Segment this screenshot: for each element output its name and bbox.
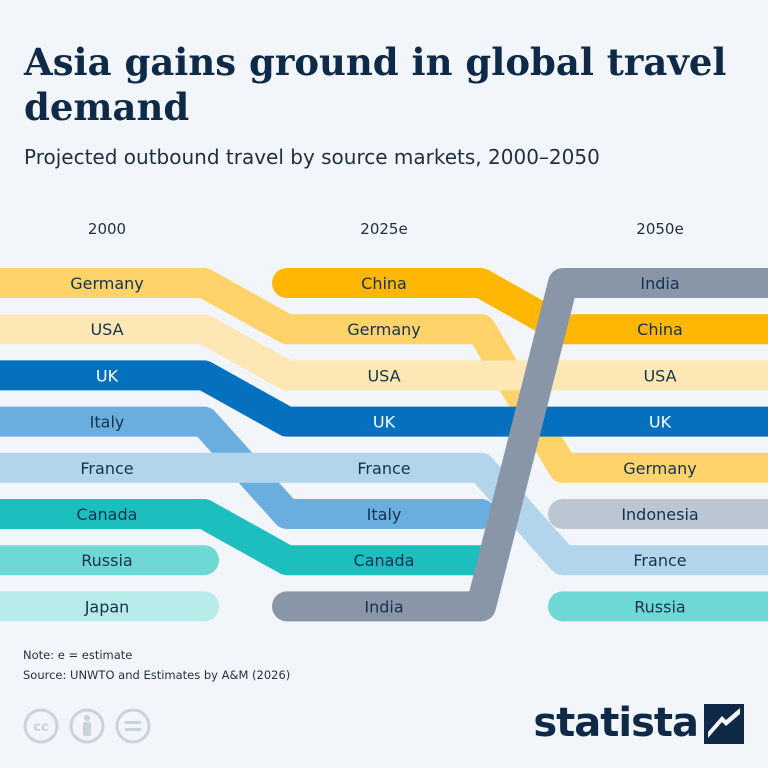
band-label-china-2025e: China [361, 274, 407, 293]
footnote: Note: e = estimate [23, 648, 133, 662]
bands-layer [0, 268, 768, 622]
band-label-uk-2000: UK [96, 366, 119, 385]
band-india [272, 268, 768, 622]
band-label-usa-2025e: USA [367, 366, 400, 385]
chart-title: Asia gains ground in global travel deman… [24, 40, 727, 129]
band-label-italy-2000: Italy [90, 413, 125, 432]
band-label-japan-2000: Japan [84, 597, 130, 616]
band-label-india-2025e: India [364, 597, 403, 616]
band-label-germany-2050e: Germany [623, 459, 697, 478]
column-label-2025e: 2025e [360, 220, 407, 238]
license-icons: cc [23, 708, 151, 744]
band-label-usa-2000: USA [90, 320, 123, 339]
band-label-france-2050e: France [633, 551, 686, 570]
band-germany [0, 268, 768, 483]
band-label-france-2025e: France [357, 459, 410, 478]
chart-subtitle: Projected outbound travel by source mark… [24, 145, 600, 169]
brand-logo-icon[interactable] [702, 700, 746, 748]
band-label-usa-2050e: USA [643, 366, 676, 385]
source-note: Source: UNWTO and Estimates by A&M (2026… [23, 668, 291, 682]
nd-icon[interactable] [115, 708, 151, 744]
brand-logo-text[interactable]: statista [533, 700, 699, 746]
column-label-2050e: 2050e [636, 220, 683, 238]
band-usa [0, 314, 768, 391]
band-china [272, 268, 768, 345]
band-label-russia-2050e: Russia [634, 597, 685, 616]
band-france [0, 452, 768, 576]
band-label-italy-2025e: Italy [367, 505, 402, 524]
band-label-canada-2000: Canada [77, 505, 138, 524]
band-label-france-2000: France [80, 459, 133, 478]
band-label-india-2050e: India [640, 274, 679, 293]
band-label-russia-2000: Russia [81, 551, 132, 570]
band-label-indonesia-2050e: Indonesia [621, 505, 698, 524]
svg-text:cc: cc [33, 720, 48, 735]
band-label-germany-2000: Germany [70, 274, 144, 293]
by-icon[interactable] [69, 708, 105, 744]
band-label-canada-2025e: Canada [354, 551, 415, 570]
labels-layer: 2000 2025e 2050e Germany Germany Germany USA US… [70, 220, 698, 616]
band-label-uk-2025e: UK [373, 413, 396, 432]
band-label-germany-2025e: Germany [347, 320, 421, 339]
band-label-china-2050e: China [637, 320, 683, 339]
column-label-2000: 2000 [88, 220, 126, 238]
band-label-uk-2050e: UK [649, 413, 672, 432]
cc-icon[interactable]: cc [23, 708, 59, 744]
band-canada [0, 499, 496, 576]
band-uk [0, 360, 768, 437]
